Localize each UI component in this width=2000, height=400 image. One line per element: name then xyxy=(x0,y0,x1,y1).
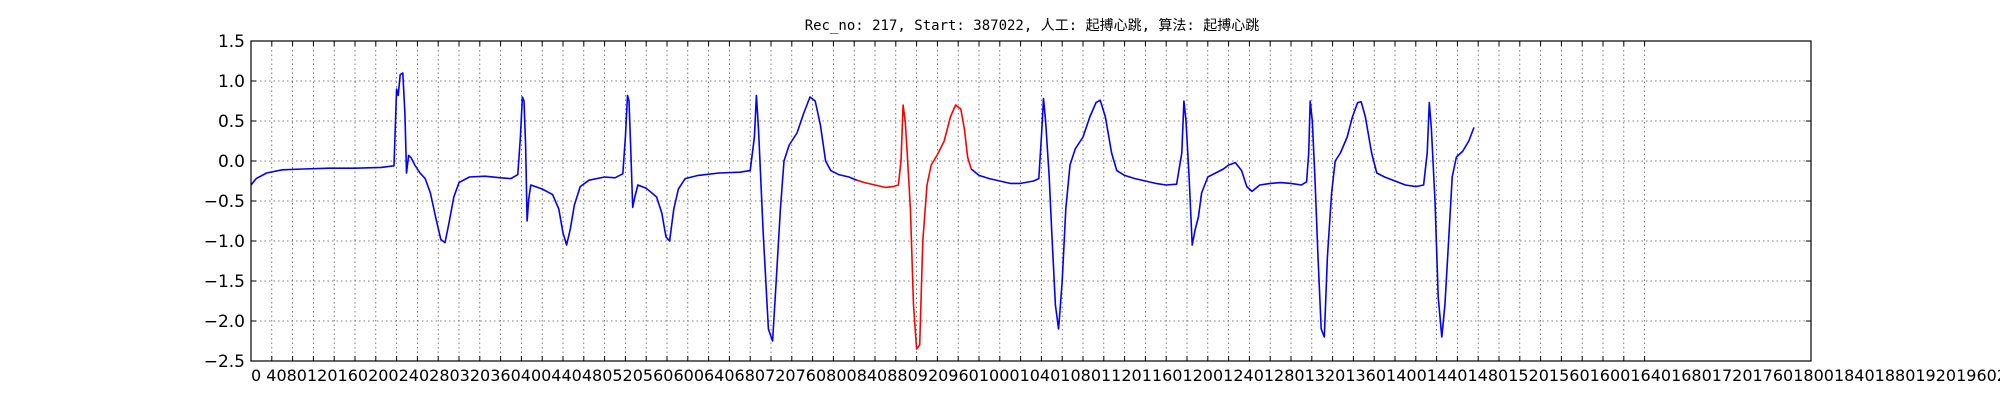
y-tick-label: 1.5 xyxy=(218,32,245,52)
y-tick-label: −2.5 xyxy=(204,352,245,372)
y-tick-label: 1.0 xyxy=(218,72,245,92)
y-tick-label: −1.5 xyxy=(204,272,245,292)
series-normal-segment xyxy=(970,97,1475,338)
y-tick-label: −2.0 xyxy=(204,312,245,332)
series-normal-segment xyxy=(250,72,858,342)
x-tick-labels: 0 40801201602002402803203604004404805205… xyxy=(251,366,2000,385)
y-tick-label: −1.0 xyxy=(204,232,245,252)
y-tick-label: −0.5 xyxy=(204,192,245,212)
y-axis: 1.5 1.0 0.5 0.0 −0.5 −1.0 −1.5 −2.0 −2.5 xyxy=(204,32,1811,372)
y-tick-label: 0.5 xyxy=(218,112,245,132)
x-axis: 0 40801201602002402803203604004404805205… xyxy=(250,41,2000,385)
chart-title: Rec_no: 217, Start: 387022, 人工: 起搏心跳, 算法… xyxy=(805,17,1260,34)
series-highlight-segment xyxy=(856,104,972,350)
series-layer xyxy=(250,72,1475,350)
y-tick-label: 0.0 xyxy=(218,152,245,172)
grid xyxy=(251,41,1811,361)
